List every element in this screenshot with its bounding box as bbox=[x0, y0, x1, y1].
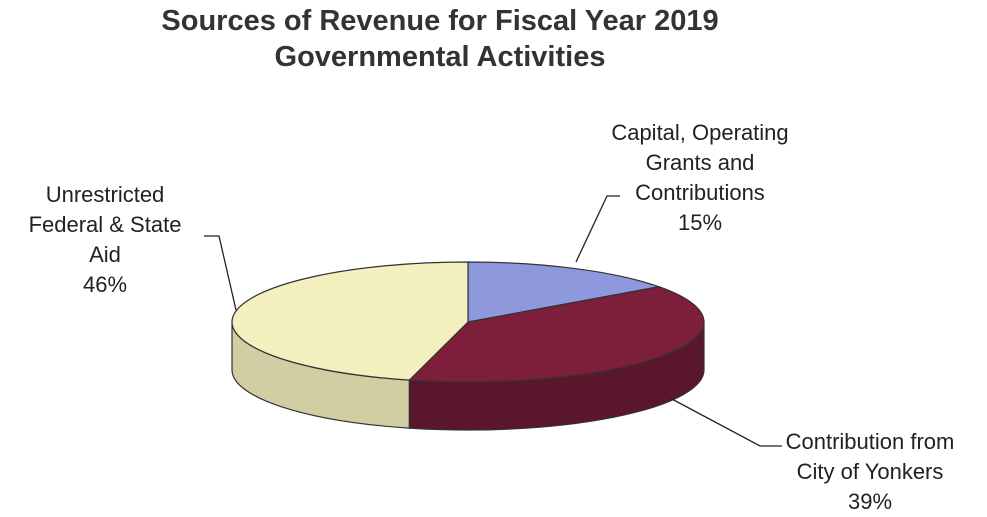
pie-slice-capital-grants bbox=[467, 261, 662, 323]
slice-label-city-contribution: Contribution from City of Yonkers 39% bbox=[785, 429, 955, 514]
leader-city-contribution bbox=[669, 397, 782, 447]
slice-label-capital-grants: Capital, Operating Grants and Contributi… bbox=[611, 120, 789, 235]
pie-slice-city-contribution bbox=[407, 286, 705, 383]
leader-capital-grants bbox=[575, 195, 620, 263]
chart-subtitle: Governmental Activities bbox=[274, 41, 606, 73]
leader-state-aid bbox=[204, 235, 237, 311]
slice-label-state-aid: Unrestricted Federal & State Aid 46% bbox=[28, 182, 182, 297]
chart-title: Sources of Revenue for Fiscal Year 2019 bbox=[161, 5, 719, 37]
pie-slice-state-aid bbox=[231, 261, 469, 381]
